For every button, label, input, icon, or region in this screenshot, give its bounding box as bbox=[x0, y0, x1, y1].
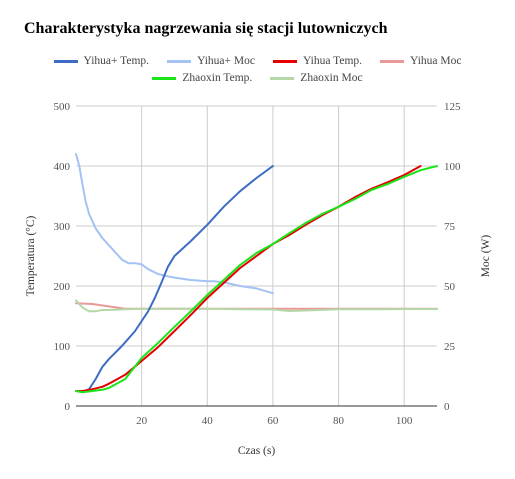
legend-label: Zhaoxin Moc bbox=[300, 72, 363, 84]
legend-row-1: Yihua+ Temp. Yihua+ Moc Yihua Temp. Yihu… bbox=[0, 55, 515, 67]
y2-tick-label: 50 bbox=[444, 281, 456, 293]
legend: Yihua+ Temp. Yihua+ Moc Yihua Temp. Yihu… bbox=[0, 55, 515, 89]
x-tick-label: 80 bbox=[333, 415, 345, 427]
series-line-yihua-temp bbox=[75, 165, 422, 392]
y2-tick-label: 125 bbox=[444, 101, 461, 113]
legend-swatch bbox=[167, 59, 192, 63]
series-line-zhaoxin-temp bbox=[75, 165, 438, 394]
chart-title: Charakterystyka nagrzewania się stacji l… bbox=[24, 20, 388, 37]
series-line-yihua-plus-temp bbox=[75, 165, 274, 394]
legend-item-yihua-plus-temp[interactable]: Yihua+ Temp. bbox=[53, 55, 150, 67]
legend-label: Zhaoxin Temp. bbox=[182, 72, 253, 84]
y2-tick-label: 0 bbox=[444, 401, 450, 413]
legend-swatch bbox=[272, 59, 297, 63]
legend-swatch bbox=[380, 59, 405, 63]
legend-item-zhaoxin-temp[interactable]: Zhaoxin Temp. bbox=[152, 72, 252, 84]
y-tick-label: 0 bbox=[65, 401, 71, 413]
legend-label: Yihua Moc bbox=[410, 55, 462, 67]
y-tick-label: 500 bbox=[54, 101, 71, 113]
series-line-zhaoxin-moc bbox=[75, 299, 438, 313]
legend-swatch bbox=[270, 76, 295, 80]
legend-item-zhaoxin-moc[interactable]: Zhaoxin Moc bbox=[270, 72, 363, 84]
x-axis-title: Czas (s) bbox=[238, 445, 276, 457]
legend-swatch bbox=[53, 59, 78, 63]
legend-swatch bbox=[152, 76, 177, 80]
x-tick-label: 40 bbox=[202, 415, 214, 427]
y-axis-title: Temperatura (°C) bbox=[25, 215, 37, 296]
y2-tick-label: 25 bbox=[444, 341, 456, 353]
series-line-yihua-moc bbox=[75, 302, 438, 310]
y-tick-label: 200 bbox=[54, 281, 71, 293]
legend-row-2: Zhaoxin Temp. Zhaoxin Moc bbox=[0, 72, 515, 84]
x-tick-label: 20 bbox=[136, 415, 148, 427]
y2-axis-title: Moc (W) bbox=[480, 235, 492, 278]
legend-label: Yihua+ Temp. bbox=[83, 55, 150, 67]
legend-item-yihua-temp[interactable]: Yihua Temp. bbox=[272, 55, 363, 67]
y-tick-label: 100 bbox=[54, 341, 71, 353]
x-tick-label: 60 bbox=[267, 415, 279, 427]
y2-tick-label: 100 bbox=[444, 161, 461, 173]
legend-label: Yihua+ Moc bbox=[197, 55, 255, 67]
y-tick-label: 300 bbox=[54, 221, 71, 233]
y2-tick-label: 75 bbox=[444, 221, 456, 233]
legend-item-yihua-plus-moc[interactable]: Yihua+ Moc bbox=[167, 55, 255, 67]
y-tick-label: 400 bbox=[54, 161, 71, 173]
x-tick-label: 100 bbox=[396, 415, 413, 427]
series-line-yihua-plus-moc bbox=[75, 153, 274, 295]
legend-label: Yihua Temp. bbox=[302, 55, 363, 67]
legend-item-yihua-moc[interactable]: Yihua Moc bbox=[380, 55, 461, 67]
